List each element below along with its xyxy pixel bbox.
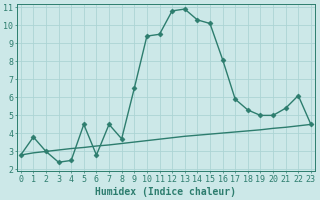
X-axis label: Humidex (Indice chaleur): Humidex (Indice chaleur) [95, 186, 236, 197]
